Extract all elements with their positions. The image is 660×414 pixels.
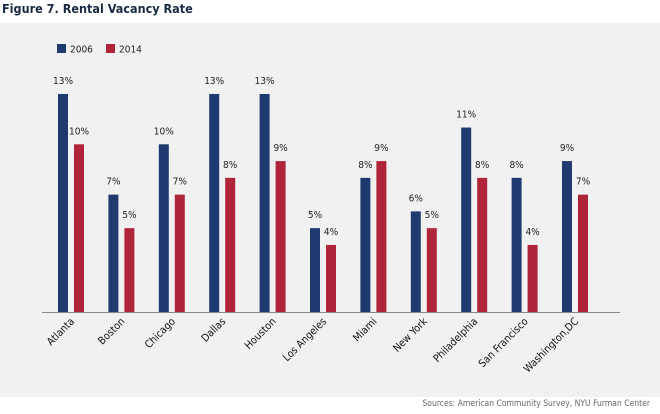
bar-houston-2014 [275,161,286,312]
legend-label-2006: 2006 [70,45,93,56]
bars [58,94,588,313]
bar-houston-2006 [259,94,270,312]
category-label-dallas: Dallas [199,316,228,345]
bar-san-francisco-2014 [527,244,538,312]
value-label-san-francisco-2014: 4% [525,227,540,238]
value-label-san-francisco-2006: 8% [509,160,524,171]
bar-san-francisco-2006 [511,177,522,312]
category-label-new-york: New York [391,315,430,354]
legend: 2006 2014 [57,44,142,56]
value-label-new-york-2006: 6% [409,193,424,204]
category-labels: Atlanta Boston Chicago Dallas Houston Los Ang… [45,315,582,375]
value-label-los-angeles-2014: 4% [324,227,339,238]
figure-title: Figure 7. Rental Vacancy Rate [2,1,193,16]
category-label-atlanta: Atlanta [45,316,77,348]
source-note: Sources: American Community Survey, NYU … [422,399,650,409]
bar-chart: 2006 2014 13%10%7%5%10%7%13%8%13%9%5%4%8%… [42,44,620,375]
bar-new-york-2006 [410,211,421,312]
bar-atlanta-2014 [74,144,84,312]
category-label-los-angeles: Los Angeles [281,316,329,364]
value-label-chicago-2014: 7% [173,177,188,188]
bar-washington-dc-2006 [562,161,572,312]
value-label-los-angeles-2006: 5% [308,210,323,221]
value-label-new-york-2014: 5% [425,210,440,221]
bar-boston-2014 [124,228,135,312]
value-label-boston-2006: 7% [106,177,121,188]
category-label-houston: Houston [242,316,278,352]
value-label-washington-dc-2014: 7% [576,177,591,188]
value-label-atlanta-2006: 13% [53,76,73,87]
bar-philadelphia-2006 [461,127,472,313]
bar-los-angeles-2006 [310,228,320,312]
legend-label-2014: 2014 [119,45,142,56]
value-label-houston-2014: 9% [273,143,288,154]
value-label-philadelphia-2006: 11% [456,110,476,121]
value-labels: 13%10%7%5%10%7%13%8%13%9%5%4%8%9%6%5%11%… [53,76,591,238]
value-label-atlanta-2014: 10% [69,126,89,137]
value-label-houston-2006: 13% [255,76,275,87]
value-label-philadelphia-2014: 8% [475,160,490,171]
bar-boston-2006 [108,194,119,312]
value-label-boston-2014: 5% [122,210,137,221]
value-label-miami-2006: 8% [358,160,373,171]
bar-washington-dc-2014 [578,194,588,312]
chart-panel: 2006 2014 13% 10% 7% 5% 10% 7% 13% 8% 13% 9% 5% 4% 8%… [0,23,660,397]
value-label-washington-dc-2006: 9% [560,143,575,154]
bar-miami-2014 [376,161,387,312]
bar-los-angeles-2014 [326,244,336,312]
category-label-chicago: Chicago [143,315,178,350]
legend-swatch-2014 [106,44,115,53]
bar-chicago-2014 [174,194,185,312]
value-label-miami-2014: 9% [374,143,389,154]
bar-atlanta-2006 [58,94,68,312]
bar-philadelphia-2014 [477,177,488,312]
category-label-boston: Boston [96,316,128,348]
category-label-philadelphia: Philadelphia [431,316,480,365]
bar-new-york-2014 [426,228,437,312]
category-label-san-francisco: San Francisco [476,315,530,369]
legend-swatch-2006 [57,44,66,53]
value-label-dallas-2014: 8% [223,160,238,171]
bar-dallas-2006 [209,94,220,312]
bar-miami-2006 [360,177,371,312]
value-label-dallas-2006: 13% [204,76,224,87]
value-label-chicago-2006: 10% [154,126,174,137]
bar-chicago-2006 [158,144,169,312]
bar-dallas-2014 [225,177,236,312]
category-label-miami: Miami [351,316,380,345]
